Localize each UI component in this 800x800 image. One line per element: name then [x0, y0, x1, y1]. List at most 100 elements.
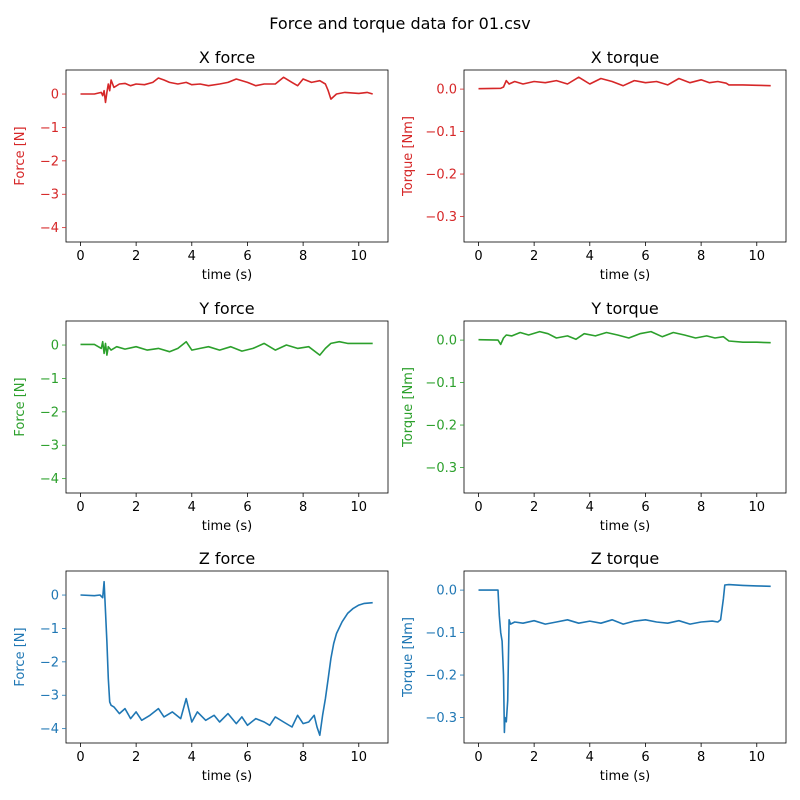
- x-tick-label: 4: [586, 750, 594, 765]
- x-tick-label: 10: [749, 750, 766, 765]
- y-axis-label: Force [N]: [13, 126, 28, 185]
- x-tick-label: 8: [697, 249, 705, 264]
- x-tick-label: 6: [641, 249, 649, 264]
- y-tick-label: 0: [51, 339, 59, 354]
- subplot-5: Z force 0 2 4 6 8 10 0 −1 −2 −3 −4 time (s) Force [N]: [13, 549, 389, 784]
- subplot-3: Y force 0 2 4 6 8 10 0 −1 −2 −3 −4 time (s) Force [N]: [13, 299, 389, 534]
- y-tick-label: −3: [40, 439, 59, 454]
- x-tick-label: 0: [76, 500, 84, 515]
- x-tick-label: 2: [132, 500, 140, 515]
- y-tick-label: −3: [40, 689, 59, 704]
- y-tick-label: −0.3: [425, 210, 457, 225]
- x-tick-label: 6: [243, 249, 251, 264]
- subplot-2: X torque 0 2 4 6 8 10 0.0 −0.1 −0.2 −0.3 time (s) To…: [401, 48, 787, 283]
- series-line: [478, 330, 771, 346]
- y-tick-label: −2: [40, 405, 59, 420]
- y-tick-label: −0.2: [425, 669, 457, 684]
- y-tick-label: −4: [40, 722, 59, 737]
- subplot-title: Z force: [199, 549, 255, 568]
- x-tick-label: 2: [132, 750, 140, 765]
- subplot-1: X force 0 2 4 6 8 10 0 −1 −2 −3 −4 time (s) Force [N]: [13, 48, 389, 283]
- x-tick-label: 0: [474, 500, 482, 515]
- y-tick-label: −0.2: [425, 168, 457, 183]
- x-tick-label: 10: [351, 500, 368, 515]
- axes-frame: [463, 320, 787, 494]
- series-line: [80, 340, 373, 356]
- x-tick-label: 0: [76, 249, 84, 264]
- series-line: [478, 76, 771, 90]
- x-tick-label: 0: [474, 750, 482, 765]
- y-tick-label: −0.1: [425, 376, 457, 391]
- x-tick-label: 2: [132, 249, 140, 264]
- y-tick-label: −0.3: [425, 711, 457, 726]
- x-tick-label: 8: [697, 500, 705, 515]
- x-axis-label: time (s): [600, 769, 650, 784]
- y-axis-label: Torque [Nm]: [401, 367, 416, 448]
- x-tick-label: 0: [474, 249, 482, 264]
- y-tick-label: −4: [40, 472, 59, 487]
- x-tick-label: 6: [243, 500, 251, 515]
- x-tick-label: 2: [530, 750, 538, 765]
- x-tick-label: 8: [299, 249, 307, 264]
- y-tick-label: −2: [40, 655, 59, 670]
- y-axis-label: Torque [Nm]: [401, 617, 416, 698]
- y-tick-label: −0.2: [425, 419, 457, 434]
- y-tick-label: 0.0: [436, 83, 457, 98]
- x-tick-label: 2: [530, 249, 538, 264]
- x-tick-label: 6: [641, 750, 649, 765]
- x-axis-label: time (s): [202, 769, 252, 784]
- y-tick-label: −1: [40, 121, 59, 136]
- x-tick-label: 2: [530, 500, 538, 515]
- subplot-6: Z torque 0 2 4 6 8 10 0.0 −0.1 −0.2 −0.3 time (s) To…: [401, 549, 787, 784]
- subplot-title: X torque: [591, 48, 660, 67]
- y-tick-label: −4: [40, 221, 59, 236]
- x-tick-label: 10: [351, 249, 368, 264]
- series-line: [478, 583, 771, 734]
- y-tick-label: −0.1: [425, 125, 457, 140]
- x-tick-label: 10: [749, 500, 766, 515]
- x-tick-label: 8: [299, 500, 307, 515]
- axes-frame: [65, 570, 389, 744]
- subplot-title: Z torque: [591, 549, 660, 568]
- y-tick-label: −1: [40, 622, 59, 637]
- subplot-4: Y torque 0 2 4 6 8 10 0.0 −0.1 −0.2 −0.3 time (s) To…: [401, 299, 787, 534]
- y-axis-label: Force [N]: [13, 627, 28, 686]
- x-tick-label: 0: [76, 750, 84, 765]
- y-axis-label: Force [N]: [13, 377, 28, 436]
- x-tick-label: 4: [188, 500, 196, 515]
- x-tick-label: 8: [299, 750, 307, 765]
- axes-frame: [65, 69, 389, 243]
- x-tick-label: 8: [697, 750, 705, 765]
- x-tick-label: 10: [351, 750, 368, 765]
- y-tick-label: 0: [51, 589, 59, 604]
- y-tick-label: −1: [40, 372, 59, 387]
- x-axis-label: time (s): [600, 268, 650, 283]
- subplot-title: Y force: [198, 299, 254, 318]
- y-tick-label: −0.1: [425, 626, 457, 641]
- subplot-title: X force: [199, 48, 255, 67]
- subplots-container: X force 0 2 4 6 8 10 0 −1 −2 −3 −4 time (s) Force [N]…: [13, 48, 787, 784]
- y-tick-label: −2: [40, 154, 59, 169]
- axes-frame: [463, 570, 787, 744]
- y-tick-label: 0: [51, 88, 59, 103]
- x-axis-label: time (s): [600, 519, 650, 534]
- x-tick-label: 4: [188, 249, 196, 264]
- figure-title: Force and torque data for 01.csv: [269, 14, 530, 33]
- x-tick-label: 6: [243, 750, 251, 765]
- x-axis-label: time (s): [202, 519, 252, 534]
- x-tick-label: 10: [749, 249, 766, 264]
- x-tick-label: 6: [641, 500, 649, 515]
- axes-frame: [65, 320, 389, 494]
- y-tick-label: −0.3: [425, 461, 457, 476]
- series-line: [80, 76, 373, 104]
- y-tick-label: −3: [40, 188, 59, 203]
- x-axis-label: time (s): [202, 268, 252, 283]
- y-tick-label: 0.0: [436, 584, 457, 599]
- series-line: [80, 580, 373, 737]
- x-tick-label: 4: [586, 249, 594, 264]
- x-tick-label: 4: [188, 750, 196, 765]
- y-axis-label: Torque [Nm]: [401, 116, 416, 197]
- y-tick-label: 0.0: [436, 334, 457, 349]
- x-tick-label: 4: [586, 500, 594, 515]
